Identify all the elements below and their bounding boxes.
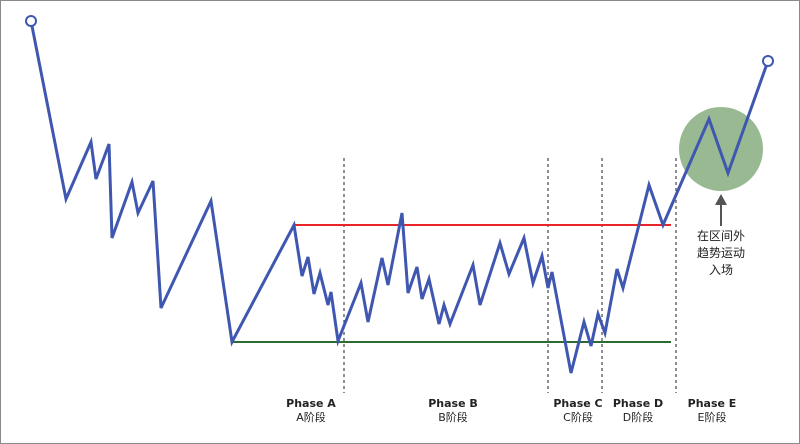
phase-d-label: Phase D D阶段 <box>593 397 683 425</box>
phase-title: Phase D <box>612 397 664 410</box>
end-point-marker <box>762 55 774 67</box>
annotation-line: 在区间外 <box>696 229 745 243</box>
phase-title: Phase B <box>428 397 478 410</box>
phase-c-label: Phase C C阶段 <box>533 397 623 425</box>
start-point-marker <box>25 15 37 27</box>
phase-e-label: Phase E E阶段 <box>667 397 757 425</box>
arrow-up-icon <box>715 194 727 226</box>
price-path <box>29 20 770 374</box>
phase-subtitle: D阶段 <box>622 411 654 424</box>
phase-subtitle: E阶段 <box>697 411 727 424</box>
annotation-line: 入场 <box>708 263 733 277</box>
phase-title: Phase E <box>687 397 737 410</box>
annotation-line: 趋势运动 <box>696 246 745 260</box>
phase-title: Phase C <box>553 397 603 410</box>
phase-title: Phase A <box>286 397 336 410</box>
phase-subtitle: C阶段 <box>563 411 593 424</box>
breakout-annotation: 在区间外 趋势运动 入场 <box>681 228 761 279</box>
phase-subtitle: B阶段 <box>438 411 468 424</box>
phase-b-label: Phase B B阶段 <box>408 397 498 425</box>
phase-a-label: Phase A A阶段 <box>266 397 356 425</box>
phase-subtitle: A阶段 <box>296 411 326 424</box>
